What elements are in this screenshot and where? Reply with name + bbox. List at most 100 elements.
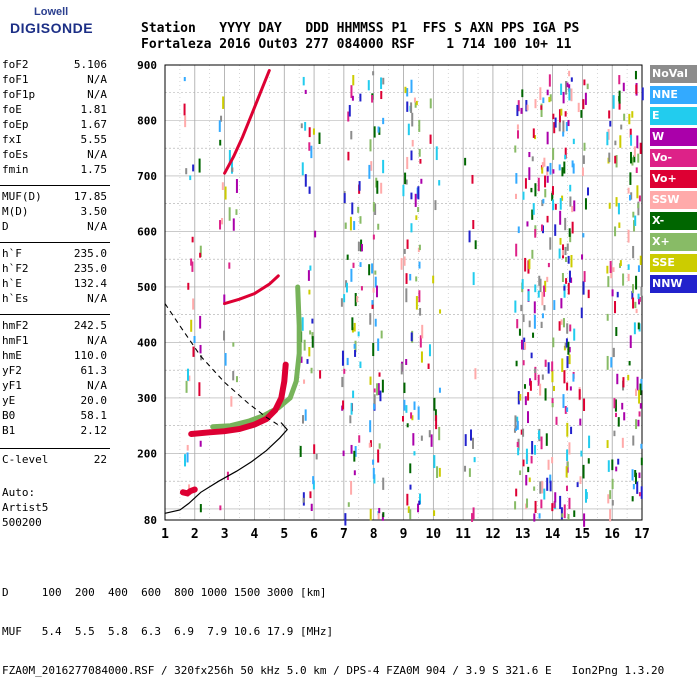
noise-echo — [627, 374, 630, 381]
noise-echo — [546, 131, 549, 145]
noise-echo — [614, 399, 617, 412]
noise-echo — [614, 155, 617, 164]
noise-echo — [521, 89, 524, 98]
noise-echo — [354, 349, 357, 357]
noise-echo — [341, 358, 344, 366]
noise-echo — [309, 491, 312, 499]
noise-echo — [534, 368, 537, 374]
noise-echo — [377, 513, 380, 520]
noise-echo — [374, 203, 377, 216]
noise-echo — [534, 445, 537, 455]
noise-echo — [586, 83, 589, 90]
footer: D 100 200 400 600 800 1000 1500 3000 [km… — [2, 560, 664, 690]
param-value: 1.81 — [80, 103, 108, 116]
param-name: foE — [2, 103, 22, 116]
noise-echo — [360, 286, 363, 291]
noise-echo — [309, 265, 312, 271]
noise-echo — [382, 159, 385, 174]
noise-echo — [544, 388, 547, 401]
noise-echo — [558, 248, 561, 259]
noise-echo — [636, 185, 639, 199]
noise-echo — [634, 301, 637, 309]
noise-echo — [533, 513, 536, 522]
noise-echo — [525, 448, 528, 458]
noise-echo — [351, 95, 354, 101]
multi-hop-trace — [223, 69, 271, 175]
noise-echo — [434, 409, 437, 421]
noise-echo — [551, 186, 554, 195]
noise-echo — [581, 167, 584, 177]
noise-echo — [219, 220, 222, 230]
noise-echo — [560, 319, 563, 325]
noise-echo — [531, 209, 534, 220]
noise-echo — [418, 290, 421, 303]
x-tick-label: 10 — [425, 527, 441, 542]
noise-echo — [546, 166, 549, 172]
noise-echo — [632, 297, 635, 309]
noise-echo — [522, 191, 525, 200]
noise-echo — [608, 202, 611, 209]
noise-echo — [639, 255, 642, 265]
noise-echo — [370, 161, 373, 171]
noise-echo — [617, 202, 620, 215]
noise-echo — [406, 239, 409, 249]
noise-echo — [375, 285, 378, 298]
noise-echo — [623, 113, 626, 121]
noise-echo — [353, 221, 356, 230]
param-separator — [0, 314, 110, 315]
noise-echo — [232, 218, 235, 231]
noise-echo — [352, 75, 355, 86]
noise-echo — [406, 156, 409, 170]
second-hop-trace — [223, 274, 280, 306]
noise-echo — [607, 129, 610, 140]
noise-echo — [188, 375, 191, 382]
digisonde-logo: Lowell DIGISONDE — [4, 6, 93, 44]
noise-echo — [403, 382, 406, 394]
noise-echo — [540, 224, 543, 231]
noise-echo — [352, 390, 355, 399]
noise-echo — [186, 368, 189, 381]
logo-digisonde: DIGISONDE — [10, 20, 94, 36]
noise-echo — [343, 368, 346, 374]
noise-echo — [472, 507, 475, 520]
noise-echo — [580, 110, 583, 118]
param-row: hmE 110.0 — [2, 349, 107, 363]
noise-echo — [235, 179, 238, 193]
ionogram-chart: 1 2 3 4 5 6 7 8 9 10 11 12 13 14 15 16 17802003004005006… — [137, 59, 650, 542]
noise-echo — [222, 96, 225, 109]
noise-echo — [634, 215, 637, 226]
noise-echo — [224, 353, 227, 366]
noise-echo — [520, 304, 523, 312]
param-value: N/A — [87, 88, 107, 101]
noise-echo — [352, 262, 355, 268]
noise-echo — [353, 470, 356, 476]
noise-echo — [632, 245, 635, 259]
legend-item-e: E — [650, 107, 697, 125]
noise-echo — [558, 109, 561, 123]
noise-echo — [632, 284, 635, 294]
param-name: yE — [2, 394, 16, 407]
noise-echo — [629, 128, 632, 138]
noise-echo — [405, 179, 408, 185]
noise-echo — [218, 120, 221, 132]
noise-echo — [609, 509, 612, 522]
noise-echo — [373, 394, 376, 405]
param-row: foE 1.81 — [2, 103, 107, 117]
noise-echo — [580, 450, 583, 457]
noise-echo — [356, 296, 359, 303]
noise-echo — [579, 476, 582, 484]
param-name: M(D) — [2, 205, 29, 218]
noise-echo — [435, 146, 438, 161]
noise-echo — [567, 514, 570, 520]
noise-echo — [188, 484, 191, 489]
noise-echo — [639, 383, 642, 396]
noise-echo — [628, 113, 631, 125]
noise-echo — [608, 152, 611, 163]
noise-echo — [540, 499, 543, 509]
noise-echo — [607, 494, 610, 504]
param-value: N/A — [87, 379, 107, 392]
noise-echo — [419, 335, 422, 348]
noise-echo — [569, 232, 572, 243]
noise-echo — [525, 100, 528, 112]
noise-echo — [515, 193, 518, 200]
